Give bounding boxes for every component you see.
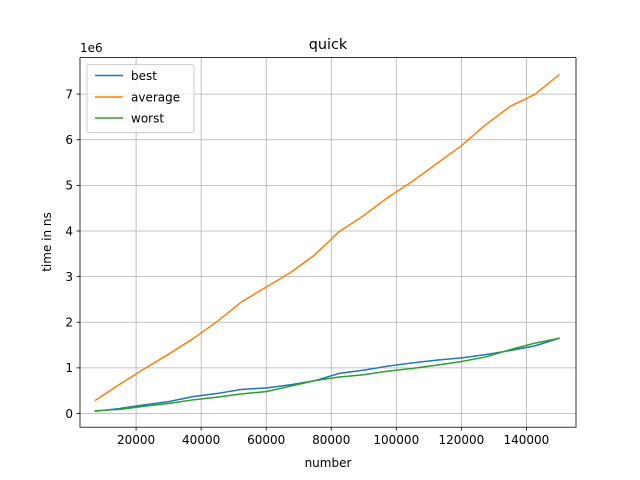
y-tick-label: 1 bbox=[65, 361, 73, 375]
y-tick-label: 0 bbox=[65, 407, 73, 421]
x-tick-label: 120000 bbox=[438, 433, 484, 447]
plot-frame bbox=[79, 57, 577, 428]
series-lines bbox=[94, 73, 560, 413]
series-line-average bbox=[94, 73, 560, 402]
x-axis-label: number bbox=[305, 456, 352, 470]
legend-label-best: best bbox=[131, 69, 157, 83]
series-line-best bbox=[94, 337, 560, 413]
legend: best average worst bbox=[86, 64, 195, 134]
x-tick-label: 40000 bbox=[182, 433, 220, 447]
legend-label-average: average bbox=[131, 91, 180, 105]
y-tick-label: 3 bbox=[65, 270, 73, 284]
series-line-worst bbox=[94, 337, 560, 412]
legend-box bbox=[86, 64, 195, 134]
x-tick-label: 140000 bbox=[503, 433, 549, 447]
x-axis-ticks: 20000 40000 60000 80000 100000 120000 140000 bbox=[117, 427, 549, 447]
y-tick-label: 7 bbox=[65, 87, 73, 101]
y-axis-ticks: 0 1 2 3 4 5 6 7 bbox=[65, 87, 80, 421]
y-axis-offset-label: 1e6 bbox=[80, 41, 103, 55]
y-axis-label: time in ns bbox=[40, 212, 54, 272]
y-tick-label: 4 bbox=[65, 224, 73, 238]
legend-label-worst: worst bbox=[131, 112, 164, 126]
y-tick-label: 2 bbox=[65, 316, 73, 330]
x-tick-label: 100000 bbox=[373, 433, 419, 447]
y-tick-label: 6 bbox=[65, 133, 73, 147]
x-tick-label: 20000 bbox=[117, 433, 155, 447]
y-tick-label: 5 bbox=[65, 179, 73, 193]
grid bbox=[80, 57, 576, 428]
x-tick-label: 80000 bbox=[312, 433, 350, 447]
chart-title: quick bbox=[309, 37, 348, 53]
x-tick-label: 60000 bbox=[247, 433, 285, 447]
